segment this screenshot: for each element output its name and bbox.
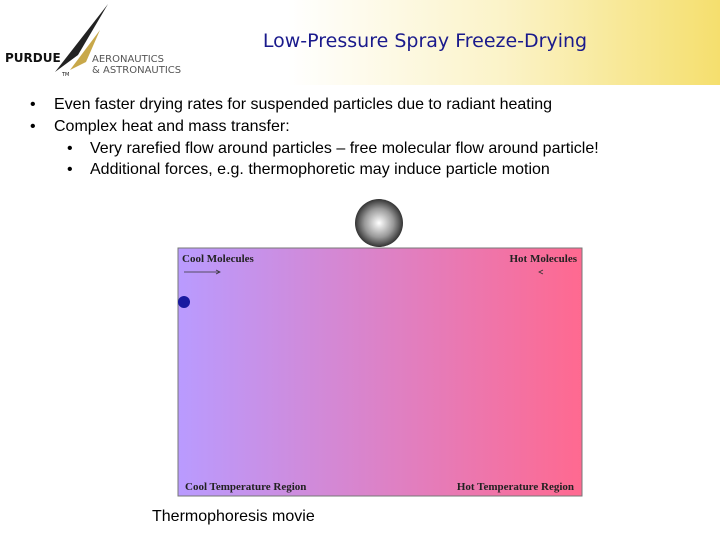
logo-swoosh bbox=[55, 4, 108, 72]
banner bbox=[0, 0, 720, 85]
figure-label: Hot Temperature Region bbox=[457, 481, 574, 493]
figure-label: Cool Temperature Region bbox=[185, 481, 306, 493]
thermophoresis-box bbox=[177, 247, 583, 497]
figure-label: Cool Molecules bbox=[182, 253, 255, 265]
logo-tm: TM bbox=[61, 72, 69, 78]
sub-bullet: Additional forces, e.g. thermophoretic m… bbox=[30, 159, 599, 180]
particle bbox=[355, 199, 403, 247]
figure-label: Hot Molecules bbox=[509, 253, 577, 265]
bullet-list: Even faster drying rates for suspended p… bbox=[30, 94, 599, 180]
slide-title: Low-Pressure Spray Freeze-Drying bbox=[262, 30, 588, 52]
logo-swoosh-gold bbox=[70, 30, 100, 70]
logo-name: PURDUE bbox=[5, 51, 61, 65]
molecule bbox=[178, 296, 190, 308]
bullet: Complex heat and mass transfer: bbox=[30, 116, 599, 138]
arrow-head bbox=[215, 269, 221, 275]
sub-bullet: Very rarefied flow around particles – fr… bbox=[30, 138, 599, 159]
caption: Thermophoresis movie bbox=[152, 508, 315, 525]
arrow-head bbox=[538, 269, 544, 275]
logo-line: AERONAUTICS bbox=[92, 54, 164, 65]
logo-line: & ASTRONAUTICS bbox=[92, 65, 181, 76]
bullet: Even faster drying rates for suspended p… bbox=[30, 94, 599, 116]
